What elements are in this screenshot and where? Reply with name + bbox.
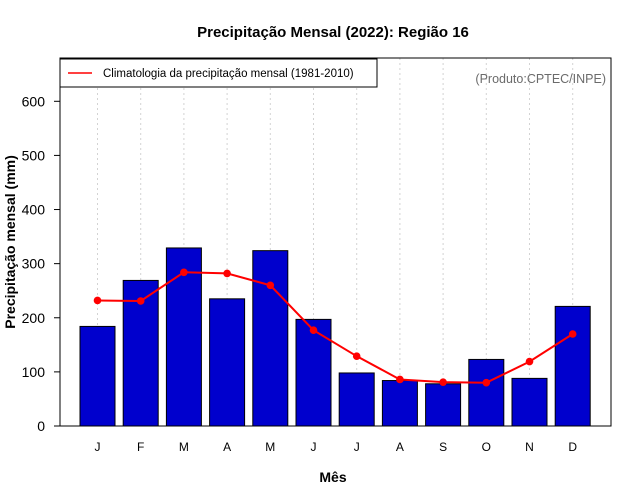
climatology-point-0: [93, 296, 102, 305]
x-tick-label: A: [396, 440, 404, 454]
bar-5: [295, 318, 332, 427]
bar-9: [468, 358, 505, 427]
y-tick-label: 0: [37, 418, 45, 434]
y-tick-label: 300: [22, 256, 46, 272]
x-tick-label: O: [482, 440, 491, 454]
climatology-series: [93, 268, 577, 387]
climatology-point-6: [352, 352, 361, 360]
y-tick-label: 200: [22, 310, 46, 326]
x-tick-label: A: [223, 440, 231, 454]
y-axis: 0 100 200 300 400 500 600: [22, 93, 60, 434]
y-tick-label: 600: [22, 93, 46, 109]
bar-3: [209, 298, 246, 427]
x-tick-label: S: [439, 440, 447, 454]
climatology-point-5: [309, 326, 318, 335]
x-tick-label: N: [525, 440, 534, 454]
climatology-point-8: [439, 378, 447, 386]
legend-box: [59, 58, 378, 88]
y-tick-label: 500: [22, 147, 46, 163]
climatology-point-7: [396, 375, 404, 384]
y-tick-label: 400: [22, 202, 46, 218]
climatology-point-1: [136, 297, 145, 305]
climatology-point-2: [180, 268, 188, 277]
x-tick-label: J: [311, 440, 317, 454]
legend: Climatologia da precipitação mensal (198…: [59, 58, 378, 88]
bar-11: [554, 305, 591, 427]
climatology-point-4: [266, 281, 275, 290]
x-tick-label: D: [568, 440, 577, 454]
bar-4: [252, 250, 289, 427]
x-tick-label: J: [95, 440, 101, 454]
chart-title: Precipitação Mensal (2022): Região 16: [197, 24, 469, 41]
bar-0: [79, 325, 116, 427]
source-note: (Produto:CPTEC/INPE): [475, 72, 606, 86]
bar-series: [79, 247, 591, 427]
climatology-point-10: [525, 357, 534, 366]
y-axis-label: Precipitação mensal (mm): [2, 155, 18, 329]
climatology-line: [97, 271, 574, 384]
bar-10: [511, 377, 548, 427]
y-tick-label: 100: [22, 364, 46, 380]
x-tick-label: M: [265, 440, 275, 454]
plot-frame: [59, 57, 612, 427]
bar-6: [338, 372, 375, 427]
x-axis-label: Mês: [319, 469, 346, 485]
bar-8: [425, 383, 462, 427]
climatology-point-9: [482, 378, 491, 387]
climatology-point-11: [568, 330, 577, 338]
bar-7: [381, 380, 418, 427]
x-tick-label: J: [354, 440, 360, 454]
x-tick-label: M: [179, 440, 189, 454]
legend-label: Climatologia da precipitação mensal (198…: [103, 68, 354, 80]
climatology-point-3: [223, 269, 231, 278]
x-tick-label: F: [137, 440, 144, 454]
